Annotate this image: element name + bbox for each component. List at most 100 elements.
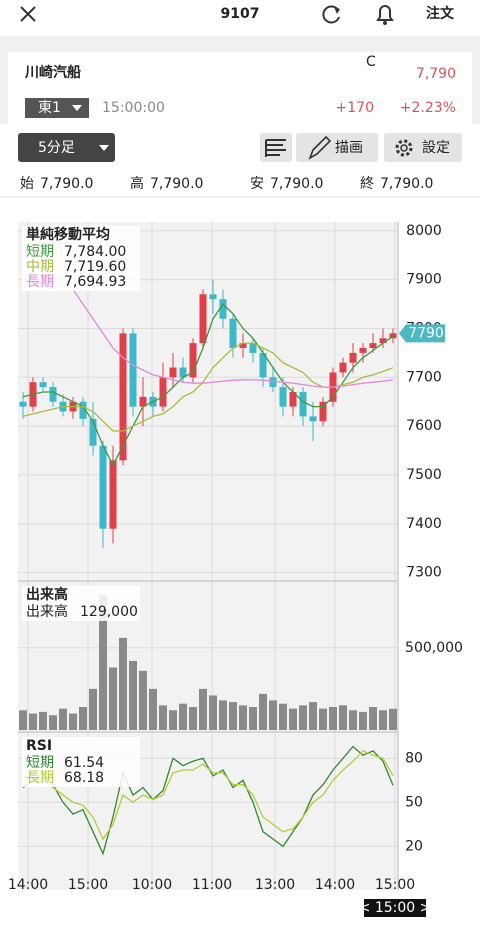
volume-bar: [289, 708, 297, 730]
close-button[interactable]: [20, 6, 36, 22]
gear-icon: [395, 139, 413, 157]
quote-change: +170: [336, 100, 374, 116]
line-series: [22, 750, 394, 841]
volume-bar: [219, 700, 227, 730]
legend-title: RSI: [26, 738, 52, 754]
volume-bar: [99, 595, 107, 730]
volume-bar: [199, 688, 207, 730]
y-tick-label: 7500: [406, 467, 442, 483]
legend-value: 129,000: [80, 604, 138, 620]
legend-title: 単純移動平均: [26, 226, 110, 243]
volume-bar: [379, 710, 387, 730]
candle-body: [209, 294, 217, 300]
candle-body: [39, 382, 47, 388]
volume-bar: [59, 708, 67, 730]
cursor-box: [364, 899, 426, 917]
market: 東1: [38, 100, 61, 116]
x-tick-label: 15:00: [375, 877, 415, 893]
y-tick-label: 7300: [406, 565, 442, 581]
candle-body: [99, 445, 107, 529]
candle-body: [319, 401, 327, 422]
volume-bar: [209, 695, 217, 730]
interval-button[interactable]: [18, 133, 115, 162]
page-title: 9107: [221, 6, 260, 22]
volume-bar: [89, 688, 97, 730]
candle-body: [279, 387, 287, 407]
quote-change-pct: +2.23%: [400, 100, 456, 116]
volume-bar: [349, 710, 357, 730]
bell-button[interactable]: [376, 5, 394, 25]
legend-title: 出来高: [26, 586, 68, 603]
legend-box: [22, 737, 140, 787]
volume-bar: [229, 702, 237, 730]
quote-time: 15:00:00: [102, 100, 165, 116]
ohlc-value: 7,790.0: [40, 176, 93, 192]
candle-body: [339, 362, 347, 373]
y-tick-label: 7700: [406, 369, 442, 385]
dropdown-icon: [99, 145, 109, 151]
candle-body: [179, 367, 187, 378]
close-icon: [20, 6, 36, 22]
volume-bar: [169, 710, 177, 730]
volume-bar: [149, 688, 157, 730]
ohlc-value: 7,790.0: [150, 176, 203, 192]
volume-bar: [269, 700, 277, 730]
ohlc-row: 始 7,790.0 高 7,790.0 安 7,790.0 終 7,790.0: [20, 175, 433, 192]
reload-button[interactable]: [322, 5, 340, 24]
candle-body: [189, 343, 197, 378]
x-tick-label: 14:00: [315, 877, 355, 893]
price-tag-label: 7790: [408, 325, 444, 341]
x-tick-label: 10:00: [132, 877, 172, 893]
candle-body: [199, 294, 207, 344]
candle-body: [239, 343, 247, 349]
candle-body: [139, 396, 147, 407]
list-button[interactable]: [260, 133, 292, 162]
volume-bar: [299, 705, 307, 730]
chart-area: [18, 222, 398, 890]
legend-name: 長期: [26, 274, 54, 290]
candle-body: [259, 352, 267, 378]
gear-center: [400, 144, 408, 152]
legend-name: 出来高: [26, 603, 68, 620]
ohlc-label: 終: [360, 176, 374, 192]
legend-box: [22, 226, 140, 291]
volume-bar: [359, 711, 367, 730]
legend-value: 7,719.60: [64, 259, 126, 275]
quote-price: 7,790: [416, 66, 456, 82]
volume-bar: [189, 706, 197, 730]
reload-icon: [322, 5, 340, 24]
y-tick-label: 80: [405, 750, 423, 766]
reload-arrow: [334, 7, 340, 14]
volume-bar: [79, 706, 87, 730]
volume-bar: [279, 703, 287, 730]
volume-bar: [129, 660, 137, 730]
candle-body: [79, 401, 87, 419]
legend-box: [22, 586, 140, 621]
candle-body: [359, 348, 367, 353]
volume-bar: [29, 713, 37, 730]
ohlc-label: 高: [130, 175, 144, 192]
x-tick-label: 14:00: [8, 877, 48, 893]
candle-body: [379, 338, 387, 344]
ohlc-label: 安: [250, 176, 264, 192]
x-tick-label: 15:00: [68, 877, 108, 893]
price-tag: [399, 324, 445, 343]
legend-name: 長期: [26, 770, 54, 786]
volume-bar: [239, 705, 247, 730]
market-badge[interactable]: [25, 98, 89, 118]
legend-name: 短期: [26, 244, 54, 260]
order-button[interactable]: 注文: [426, 5, 455, 22]
volume-bar: [19, 710, 27, 730]
ohlc-value: 7,790.0: [380, 176, 433, 192]
volume-bar: [139, 670, 147, 730]
x-tick-label: 13:00: [255, 877, 295, 893]
volume-bar: [329, 706, 337, 730]
candle-body: [109, 460, 117, 529]
line-series: [22, 745, 394, 856]
y-tick-label: 8000: [406, 223, 442, 239]
legend-value: 68.18: [64, 770, 104, 786]
charts: 14:00 15:00 10:00 11:00 13:00 14:00 15:00 7300 7…: [8, 222, 463, 893]
list-icon: [265, 139, 286, 157]
candle-body: [349, 352, 357, 363]
line-series: [22, 303, 394, 467]
